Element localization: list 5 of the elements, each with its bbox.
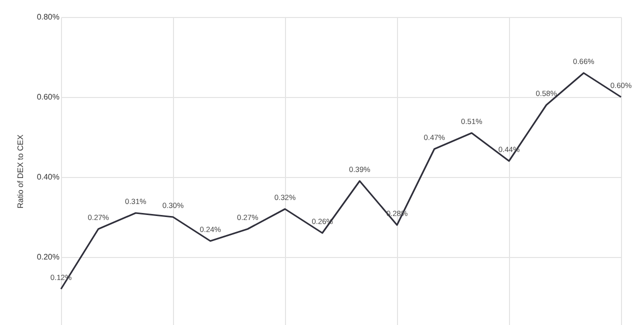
y-axis-title: Ratio of DEX to CEX bbox=[16, 134, 25, 208]
y-tick-label: 0.80% bbox=[36, 12, 60, 22]
y-tick-label: 0.20% bbox=[36, 252, 60, 262]
y-tick-label: 0.40% bbox=[36, 172, 60, 182]
y-tick-label: 0.60% bbox=[36, 92, 60, 102]
